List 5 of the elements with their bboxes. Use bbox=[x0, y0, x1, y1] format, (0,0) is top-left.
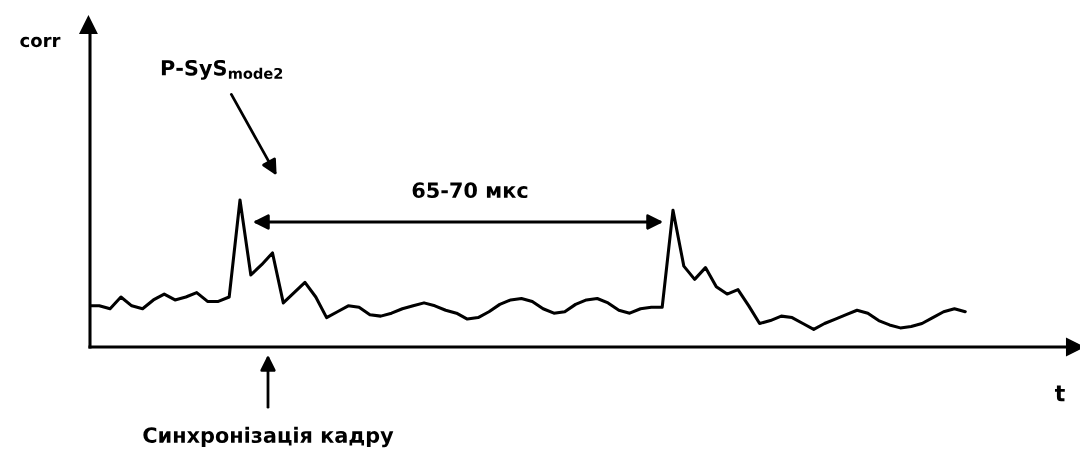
text: corr bbox=[20, 36, 61, 48]
text: P-SyS$_{mode2}$ bbox=[161, 59, 283, 80]
text: Синхронізація кадру bbox=[143, 426, 394, 448]
text: 65-70 мкс bbox=[412, 182, 528, 199]
x-axis-title: t bbox=[1054, 385, 1065, 402]
